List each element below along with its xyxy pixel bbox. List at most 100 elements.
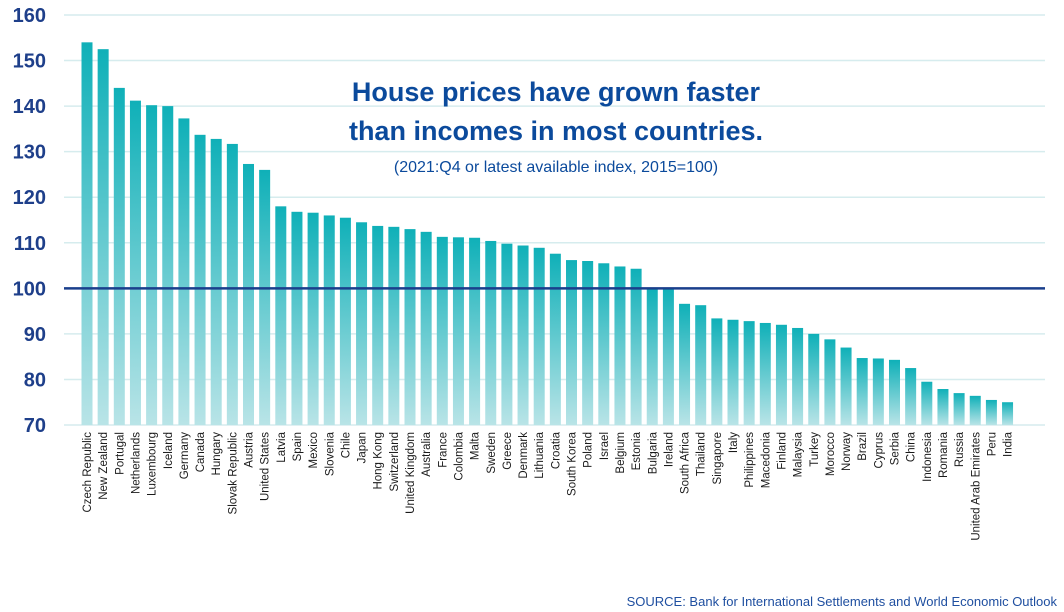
x-tick-label: Croatia (550, 431, 562, 469)
x-tick-label: India (1003, 431, 1015, 457)
y-axis-ticks: 70 80 90 100 110 120 130 140 150 160 (13, 5, 46, 437)
x-tick-label: Malta (470, 431, 482, 460)
bar (1002, 402, 1014, 425)
x-tick-label: Cyprus (873, 432, 885, 469)
bar (452, 237, 464, 425)
bar (921, 381, 933, 425)
x-tick-label: Peru (986, 432, 998, 456)
x-tick-label: Greece (502, 432, 514, 470)
bar (533, 247, 545, 425)
y-tick-label: 90 (24, 324, 46, 346)
x-tick-label: Ireland (663, 432, 675, 467)
x-tick-label: South Korea (567, 431, 579, 496)
bar (81, 42, 93, 425)
x-tick-label: Hong Kong (373, 432, 385, 490)
x-tick-label: Serbia (890, 431, 902, 465)
x-tick-label: Slovenia (324, 431, 336, 476)
y-tick-label: 80 (24, 369, 46, 391)
bar (339, 217, 351, 425)
bar (226, 143, 238, 425)
x-tick-label: Austria (244, 431, 256, 467)
bar (243, 163, 254, 425)
x-tick-label: Canada (195, 431, 207, 472)
x-tick-label: Czech Republic (82, 432, 94, 513)
bar (129, 100, 141, 426)
x-tick-label: Norway (841, 432, 853, 471)
bar (404, 229, 416, 425)
bar (356, 222, 368, 425)
bar (469, 237, 481, 425)
bar (582, 261, 594, 425)
x-tick-label: Germany (179, 432, 191, 480)
y-tick-label: 130 (13, 142, 46, 164)
x-tick-label: Turkey (809, 432, 821, 467)
bar (291, 211, 303, 425)
bar (985, 399, 997, 425)
chart-subtitle: (2021:Q4 or latest available index, 2015… (394, 159, 718, 176)
bar (598, 263, 610, 425)
x-tick-label: Israel (599, 432, 611, 460)
x-tick-label: Australia (421, 431, 433, 476)
x-tick-label: Italy (728, 432, 740, 453)
source-note: SOURCE: Bank for International Settlemen… (627, 594, 1058, 609)
bar (323, 215, 335, 425)
bar (485, 240, 497, 425)
bar (662, 288, 674, 425)
chart-title-line-2: than incomes in most countries. (349, 116, 763, 146)
bar (113, 87, 125, 425)
x-tick-label: Denmark (518, 432, 530, 479)
y-tick-label: 150 (13, 51, 46, 73)
x-tick-label: Hungary (211, 432, 223, 476)
bar (792, 327, 804, 425)
x-tick-label: Romania (938, 431, 950, 478)
bar (856, 358, 868, 425)
x-tick-label: China (906, 431, 918, 462)
bar (97, 49, 109, 426)
chart-title-line-1: House prices have grown faster (352, 77, 761, 107)
bar (436, 236, 448, 425)
bar (501, 243, 513, 425)
bar (759, 322, 771, 425)
y-tick-label: 100 (13, 278, 46, 300)
x-tick-label: South Africa (680, 431, 692, 494)
bar (953, 393, 965, 425)
x-tick-label: Switzerland (389, 432, 401, 491)
bar (679, 303, 691, 425)
x-tick-label: Slovak Republic (227, 432, 239, 515)
bar (646, 288, 658, 425)
x-tick-label: Latvia (276, 431, 288, 462)
y-tick-label: 110 (14, 233, 46, 255)
x-tick-label: Macedonia (760, 431, 772, 488)
x-tick-label: United Arab Emirates (970, 432, 982, 541)
x-tick-label: Poland (583, 432, 595, 468)
bar (824, 339, 836, 425)
x-tick-label: Malaysia (793, 431, 805, 477)
x-tick-label: Thailand (696, 432, 708, 476)
x-tick-label: Spain (292, 432, 304, 461)
bar (695, 305, 707, 425)
x-tick-label: France (437, 432, 449, 468)
y-tick-label: 160 (13, 5, 46, 27)
bar (275, 206, 287, 425)
x-tick-label: Iceland (163, 432, 175, 469)
bar (872, 358, 884, 425)
bars (81, 42, 1014, 426)
bar (178, 118, 190, 426)
x-tick-label: Brazil (857, 432, 869, 461)
bar (420, 231, 432, 425)
bar (889, 359, 900, 425)
x-tick-label: Colombia (453, 431, 465, 480)
x-tick-label: Netherlands (130, 432, 142, 494)
x-tick-label: Estonia (631, 431, 643, 470)
bar (808, 333, 820, 425)
bar (630, 268, 642, 425)
x-tick-label: Finland (776, 432, 788, 470)
bar (517, 245, 529, 425)
x-tick-label: Morocco (825, 432, 837, 476)
bar (566, 260, 577, 425)
x-tick-label: Singapore (712, 432, 724, 484)
bar (146, 105, 158, 425)
y-tick-label: 140 (13, 96, 46, 118)
x-tick-label: Mexico (308, 432, 320, 468)
